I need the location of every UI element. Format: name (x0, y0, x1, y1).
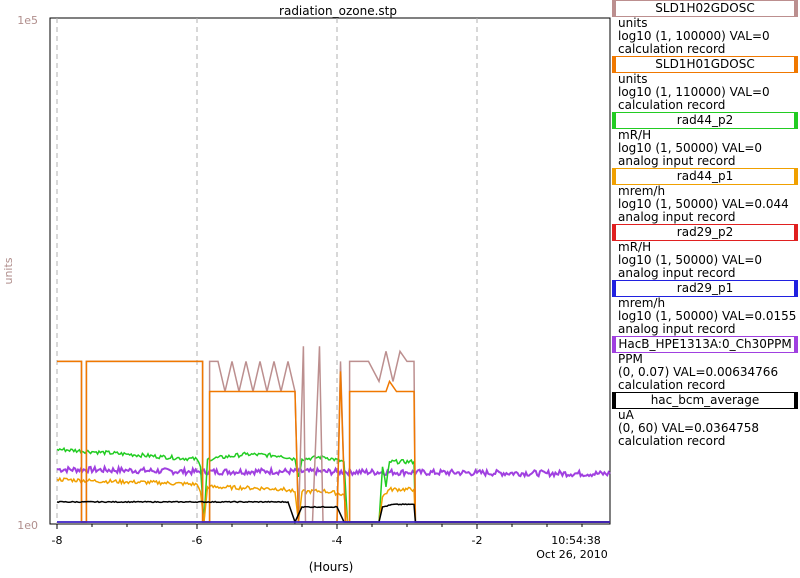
legend-series-name[interactable]: rad44_p1 (612, 168, 798, 185)
legend-record: analog input record (618, 154, 736, 168)
series-line-rad44_p1 (56, 476, 610, 523)
legend-units: mrem/h (618, 184, 666, 198)
chart-title: radiation_ozone.stp (279, 4, 397, 18)
legend-series-name[interactable]: rad29_p1 (612, 280, 798, 297)
series-line-HacB_HPE1313A:0_Ch30PPM (56, 464, 611, 479)
legend-record: calculation record (618, 98, 726, 112)
legend-range: log10 (1, 100000) VAL=0 (618, 29, 770, 43)
y-top-label: 1e5 (17, 14, 38, 27)
legend-series-name[interactable]: hac_bcm_average (612, 392, 798, 409)
legend-series-name[interactable]: rad29_p2 (612, 224, 798, 241)
legend-range: log10 (1, 50000) VAL=0 (618, 253, 763, 267)
x-axis: -8 -6 -4 -2 (52, 524, 583, 547)
series-line-SLD1H01GDOSC (57, 360, 610, 523)
legend-record: calculation record (618, 378, 726, 392)
end-time-label: 10:54:38 (551, 534, 600, 547)
legend-range: log10 (1, 50000) VAL=0.044 (618, 197, 789, 211)
legend-record: calculation record (618, 42, 726, 56)
legend-units: units (618, 16, 648, 30)
legend-series-name[interactable]: SLD1H02GDOSC (612, 0, 798, 17)
series-line-hac_bcm_average (56, 500, 610, 524)
legend-range: (0, 60) VAL=0.0364758 (618, 421, 759, 435)
legend-record: analog input record (618, 266, 736, 280)
legend-units: units (618, 72, 648, 86)
legend-units: mrem/h (618, 296, 666, 310)
legend: SLD1H02GDOSC units log10 (1, 100000) VAL=0… (612, 0, 800, 448)
legend-range: (0, 0.07) VAL=0.00634766 (618, 365, 779, 379)
legend-entry-7: hac_bcm_average uA (0, 60) VAL=0.0364758 ca… (612, 392, 800, 448)
series-layer (56, 346, 611, 524)
legend-entry-3: rad44_p1 mrem/h log10 (1, 50000) VAL=0.044… (612, 168, 800, 224)
legend-units: PPM (618, 352, 643, 366)
legend-series-name[interactable]: rad44_p2 (612, 112, 798, 129)
legend-entry-4: rad29_p2 mR/H log10 (1, 50000) VAL=0 analog… (612, 224, 800, 280)
y-bottom-label: 1e0 (17, 519, 38, 532)
legend-series-name[interactable]: SLD1H01GDOSC (612, 56, 798, 73)
x-tick-label-3: -2 (472, 534, 483, 547)
legend-entry-0: SLD1H02GDOSC units log10 (1, 100000) VAL=0… (612, 0, 800, 56)
chart: radiation_ozone.stp -8 -6 -4 -2 1e5 1e0 uni… (2, 4, 611, 574)
legend-range: log10 (1, 50000) VAL=0 (618, 141, 763, 155)
legend-units: mR/H (618, 128, 652, 142)
legend-range: log10 (1, 50000) VAL=0.0155 (618, 309, 797, 323)
legend-units: uA (618, 408, 634, 422)
legend-series-name[interactable]: HacB_HPE1313A:0_Ch30PPM (612, 336, 798, 353)
legend-range: log10 (1, 110000) VAL=0 (618, 85, 770, 99)
legend-record: analog input record (618, 210, 736, 224)
x-axis-label: (Hours) (309, 560, 354, 574)
legend-record: calculation record (618, 434, 726, 448)
plot-area (49, 17, 611, 525)
legend-entry-1: SLD1H01GDOSC units log10 (1, 110000) VAL=0… (612, 56, 800, 112)
x-tick-label-0: -8 (52, 534, 63, 547)
legend-entry-2: rad44_p2 mR/H log10 (1, 50000) VAL=0 analog… (612, 112, 800, 168)
legend-entry-5: rad29_p1 mrem/h log10 (1, 50000) VAL=0.015… (612, 280, 800, 336)
end-date-label: Oct 26, 2010 (536, 548, 608, 561)
series-line-rad44_p2 (56, 446, 610, 523)
legend-entry-6: HacB_HPE1313A:0_Ch30PPM PPM (0, 0.07) VAL=… (612, 336, 800, 392)
legend-units: mR/H (618, 240, 652, 254)
grid (56, 18, 478, 524)
y-axis-label: units (2, 257, 15, 284)
x-tick-label-1: -6 (192, 534, 203, 547)
legend-record: analog input record (618, 322, 736, 336)
x-tick-label-2: -4 (332, 534, 343, 547)
series-line-SLD1H02GDOSC (57, 346, 610, 523)
